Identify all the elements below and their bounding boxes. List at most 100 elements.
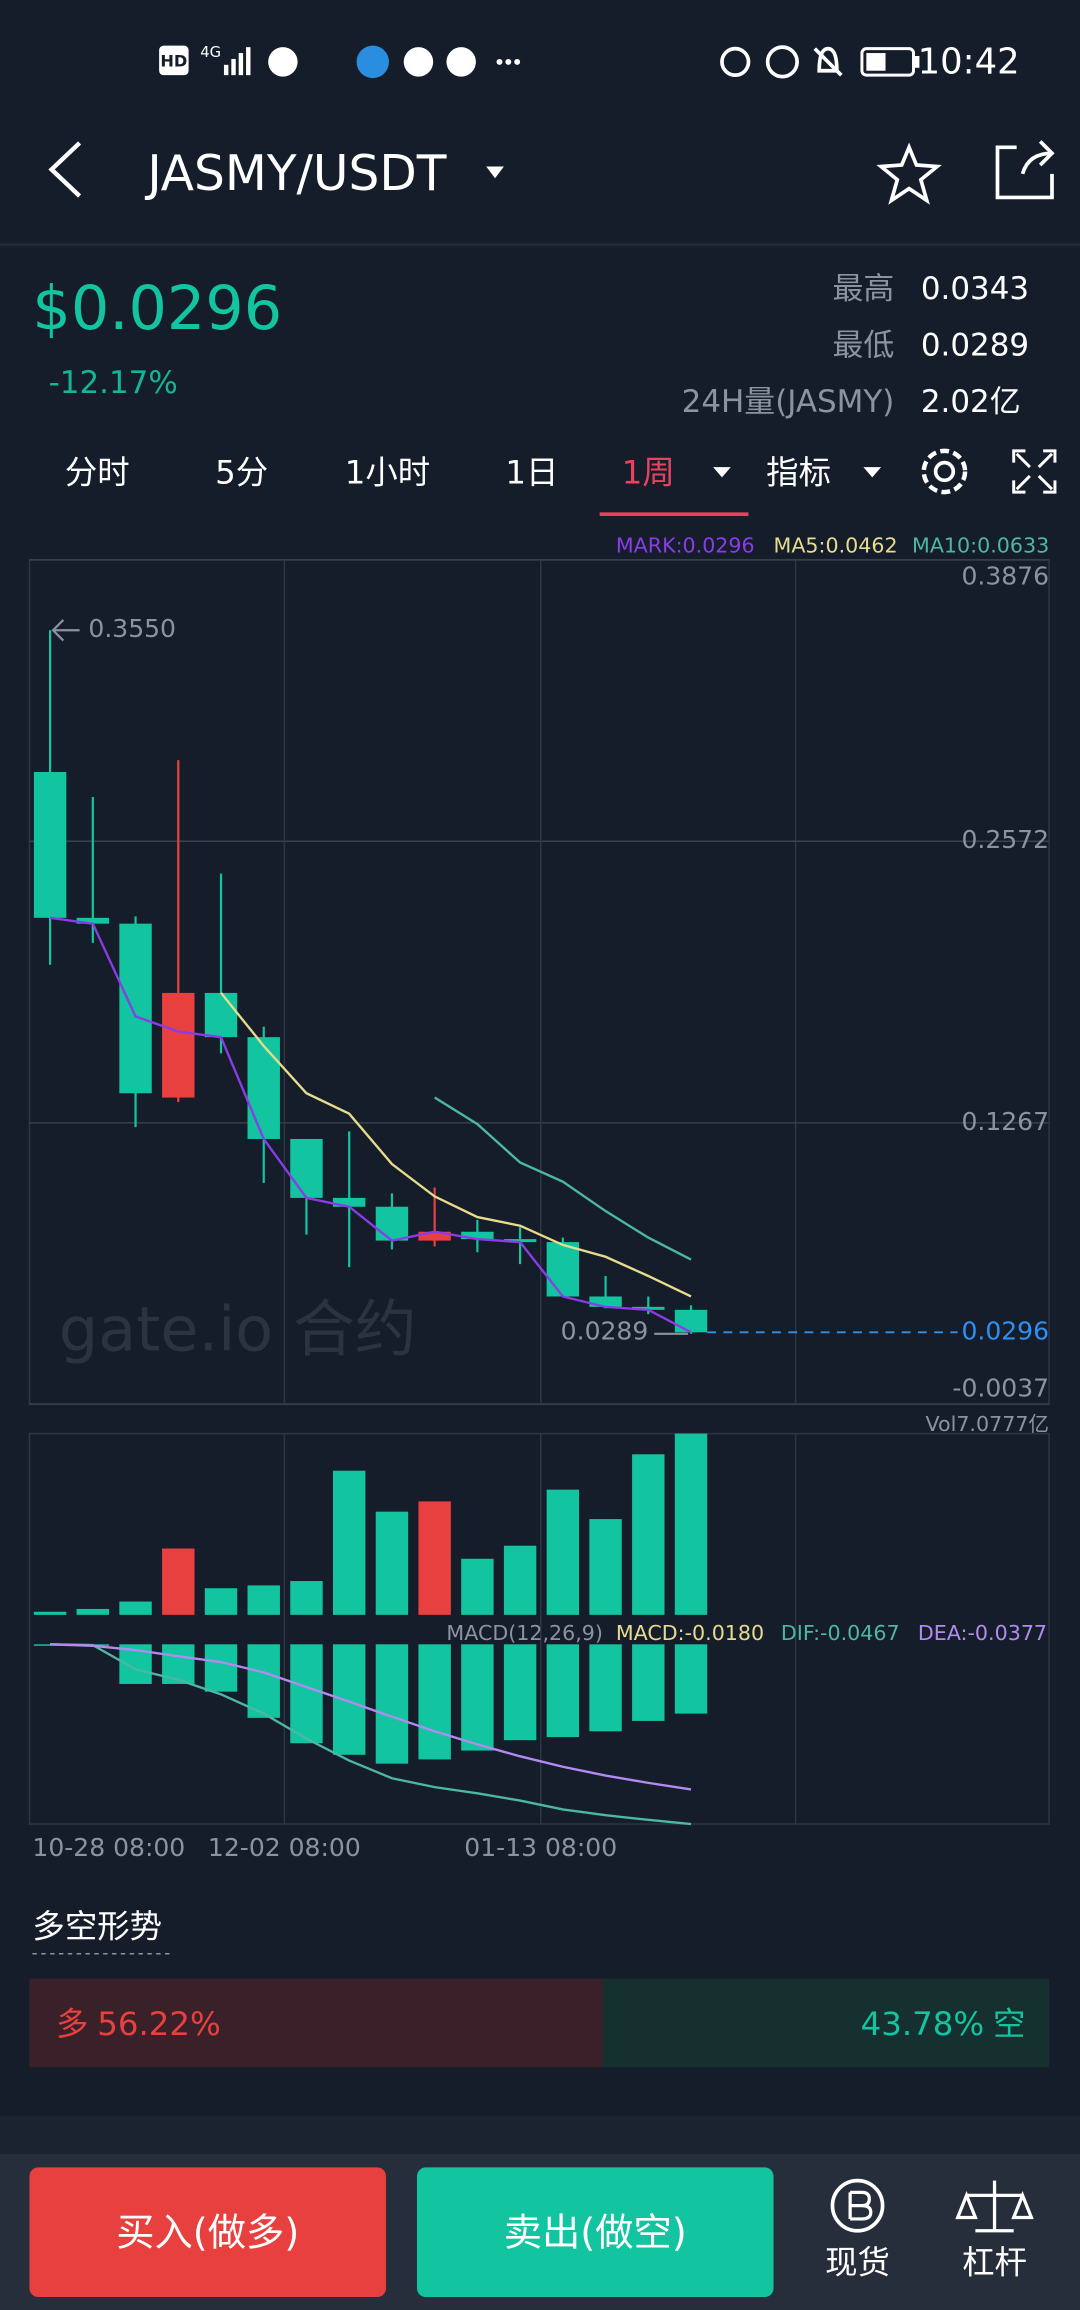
spot-icon[interactable] (830, 2178, 885, 2233)
volume-bar (119, 1601, 152, 1615)
candle-body (162, 992, 195, 1098)
volume-bar (418, 1501, 451, 1615)
macd-bar (290, 1644, 323, 1744)
stat-value: 2.02亿 (921, 384, 1021, 420)
network-text: 4G (200, 44, 221, 61)
legend-entry: MARK:0.0296 (616, 534, 755, 558)
last-price: $0.0296 (32, 274, 282, 344)
interval-tab[interactable]: 5分 (215, 453, 268, 491)
indicator-line (434, 1096, 692, 1261)
low-marker-label: 0.0289 (561, 1316, 649, 1345)
share-button[interactable] (995, 140, 1055, 200)
volume-bar (76, 1608, 110, 1615)
macd-bar (247, 1644, 280, 1718)
volume-bar (503, 1545, 537, 1615)
indicator-dropdown[interactable] (863, 467, 882, 478)
margin-icon[interactable] (955, 2180, 1034, 2233)
sell-button[interactable] (416, 2167, 774, 2298)
indicator-line (220, 992, 692, 1298)
ticker-stats: 最高 0.0343 最低 0.0289 24H量(JASMY) 2.02亿 (682, 271, 1029, 420)
settings-button[interactable] (921, 448, 968, 495)
volume-bar (332, 1470, 366, 1615)
plot-area: 0.3876 0.2572 0.1267 -0.0037 10-28 08:00 12-0… (29, 534, 1049, 1862)
candle-body (375, 1206, 409, 1241)
candle-body (119, 923, 152, 1094)
interval-tab[interactable]: 分时 (65, 453, 130, 491)
footer-spacer (0, 2115, 1080, 2155)
candle-body (503, 1239, 537, 1243)
stat-label: 最低 (832, 327, 894, 363)
candle-body (674, 1309, 708, 1333)
legend-entry: DEA:-0.0377 (918, 1621, 1047, 1645)
candle-body (546, 1242, 580, 1297)
y-tick-label: 0.2572 (961, 825, 1049, 854)
macd-bar (418, 1644, 451, 1760)
status-icons (223, 45, 920, 79)
candle-body (204, 992, 238, 1038)
sentiment-title: 多空形势 (32, 1908, 162, 1946)
long-value: 56.22% (97, 2005, 221, 2043)
macd-bar (204, 1644, 238, 1692)
high-marker-arrow (51, 619, 80, 642)
indicator-line (50, 1643, 692, 1826)
stat-value: 0.0343 (921, 271, 1029, 307)
macd-bar (674, 1644, 708, 1714)
volume-bar (589, 1519, 622, 1615)
macd-bar (589, 1644, 622, 1732)
interval-dropdown[interactable] (713, 467, 731, 478)
x-tick-label: 10-28 08:00 (32, 1833, 185, 1862)
interval-tab[interactable]: 1小时 (345, 453, 430, 491)
spot-label[interactable]: 现货 (825, 2244, 890, 2282)
watermark: gate.io 合约 (59, 1294, 417, 1366)
interval-tab[interactable]: 1日 (505, 453, 558, 491)
macd-bar (375, 1644, 409, 1764)
indicator-line (49, 916, 692, 1334)
macd-bar (503, 1644, 537, 1741)
favorite-button[interactable] (876, 142, 942, 205)
y-tick-label: -0.0037 (952, 1373, 1049, 1402)
long-label: 多 (56, 2005, 88, 2043)
buy-button[interactable] (29, 2167, 387, 2298)
volume-bar (204, 1588, 238, 1615)
volume-bar (247, 1585, 280, 1615)
stat-value: 0.0289 (921, 327, 1029, 363)
volume-bar (632, 1454, 665, 1615)
interval-tabs: 分时 5分 1小时 1日 1周 指标 (65, 453, 831, 517)
pair-title[interactable]: JASMY/USDT (144, 146, 446, 202)
candle-body (632, 1306, 665, 1310)
fullscreen-button[interactable] (1012, 449, 1057, 494)
back-button[interactable] (48, 141, 82, 198)
volume-bar (33, 1611, 67, 1615)
legend-entry: MACD:-0.0180 (616, 1621, 764, 1645)
legend-entry: MA10:0.0633 (912, 534, 1049, 558)
interval-tab[interactable]: 1周 (622, 453, 675, 491)
indicator-panel (28, 1432, 1050, 1825)
stat-label: 24H量(JASMY) (682, 384, 895, 420)
macd-bar (332, 1644, 366, 1755)
candle-body (461, 1231, 494, 1240)
candle-body (33, 771, 67, 918)
current-price-label: 0.0296 (961, 1316, 1049, 1345)
volume-bar (546, 1489, 580, 1615)
margin-label[interactable]: 杠杆 (962, 2244, 1027, 2282)
volume-bar (674, 1433, 708, 1615)
hd-text: HD (160, 51, 187, 70)
short-value: 43.78% (861, 2005, 985, 2043)
buy-label[interactable]: 买入(做多) (116, 2211, 299, 2256)
interval-tab[interactable]: 指标 (766, 453, 831, 491)
sentiment-bar (29, 1978, 603, 2068)
high-marker-label: 0.3550 (88, 614, 176, 643)
sell-label[interactable]: 卖出(做空) (504, 2211, 687, 2256)
stat-label: 最高 (832, 271, 894, 307)
candle-body (76, 917, 110, 924)
macd-title: MACD(12,26,9) (446, 1621, 603, 1645)
candle-body (418, 1231, 451, 1241)
long-share (29, 1978, 603, 2068)
candle-body (589, 1296, 622, 1307)
volume-bar (290, 1581, 323, 1615)
macd-bar (546, 1644, 580, 1738)
pair-dropdown[interactable] (486, 166, 504, 179)
